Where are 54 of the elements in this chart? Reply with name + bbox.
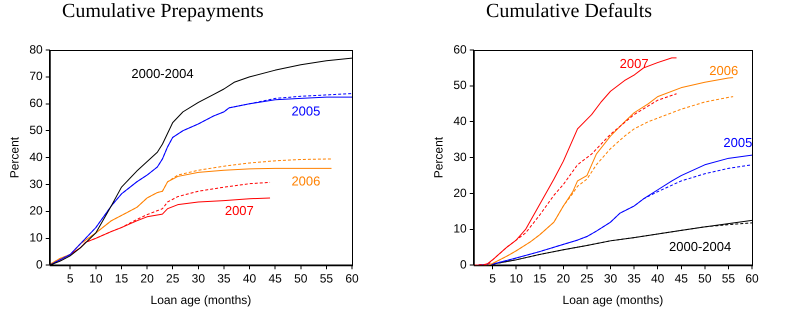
x-tick-label: 5 — [489, 272, 496, 286]
y-tick-label: 70 — [29, 69, 44, 84]
y-tick-label: 80 — [29, 42, 44, 56]
chart-title: Cumulative Defaults — [486, 0, 652, 22]
x-tick-label: 25 — [166, 272, 180, 286]
series-label: 2006 — [709, 63, 738, 78]
y-axis-title: Percent — [8, 136, 22, 178]
y-axis-title: Percent — [432, 136, 446, 178]
series-label: 2006 — [291, 173, 320, 188]
y-tick-label: 30 — [29, 176, 44, 191]
x-tick-label: 20 — [140, 272, 154, 286]
x-axis-title: Loan age (months) — [562, 293, 664, 308]
series-label: 2007 — [620, 56, 649, 71]
x-tick-label: 5 — [66, 272, 74, 286]
series-label: 2005 — [723, 134, 752, 150]
x-tick-label: 25 — [580, 272, 594, 286]
y-tick-label: 10 — [29, 230, 44, 245]
series-label: 2005 — [291, 103, 320, 118]
x-tick-label: 15 — [114, 272, 128, 286]
chart-title: Cumulative Prepayments — [62, 0, 264, 22]
series-label: 2000-2004 — [669, 238, 732, 254]
x-tick-label: 35 — [627, 272, 642, 286]
y-tick-label: 30 — [453, 150, 468, 164]
y-tick-label: 10 — [453, 222, 468, 236]
y-tick-label: 20 — [453, 186, 468, 200]
x-tick-label: 15 — [533, 272, 547, 286]
y-tick-label: 20 — [29, 204, 44, 218]
y-tick-label: 50 — [453, 78, 468, 92]
x-tick-label: 10 — [89, 272, 103, 286]
series-label: 2000-2004 — [131, 66, 194, 81]
x-tick-label: 55 — [320, 272, 334, 286]
y-tick-label: 60 — [453, 42, 468, 56]
x-tick-label: 45 — [268, 272, 282, 286]
y-tick-label: 0 — [36, 258, 44, 272]
x-tick-label: 55 — [722, 272, 736, 286]
x-tick-label: 60 — [745, 272, 759, 286]
y-tick-label: 50 — [29, 123, 44, 138]
x-tick-label: 35 — [217, 272, 231, 286]
x-tick-label: 10 — [510, 272, 524, 286]
y-tick-label: 40 — [29, 150, 44, 164]
x-tick-label: 40 — [242, 272, 257, 286]
y-tick-label: 40 — [453, 114, 468, 128]
x-tick-label: 30 — [192, 272, 206, 286]
y-tick-label: 60 — [29, 96, 44, 110]
x-tick-label: 30 — [604, 272, 618, 286]
x-tick-label: 45 — [674, 272, 688, 286]
x-tick-label: 40 — [650, 272, 665, 286]
y-tick-label: 0 — [460, 258, 468, 272]
x-tick-label: 20 — [556, 272, 570, 286]
series-label: 2007 — [224, 202, 254, 218]
x-tick-label: 60 — [345, 272, 359, 286]
x-tick-label: 50 — [294, 272, 308, 286]
x-axis-title: Loan age (months) — [150, 293, 252, 308]
x-tick-label: 50 — [698, 272, 712, 286]
